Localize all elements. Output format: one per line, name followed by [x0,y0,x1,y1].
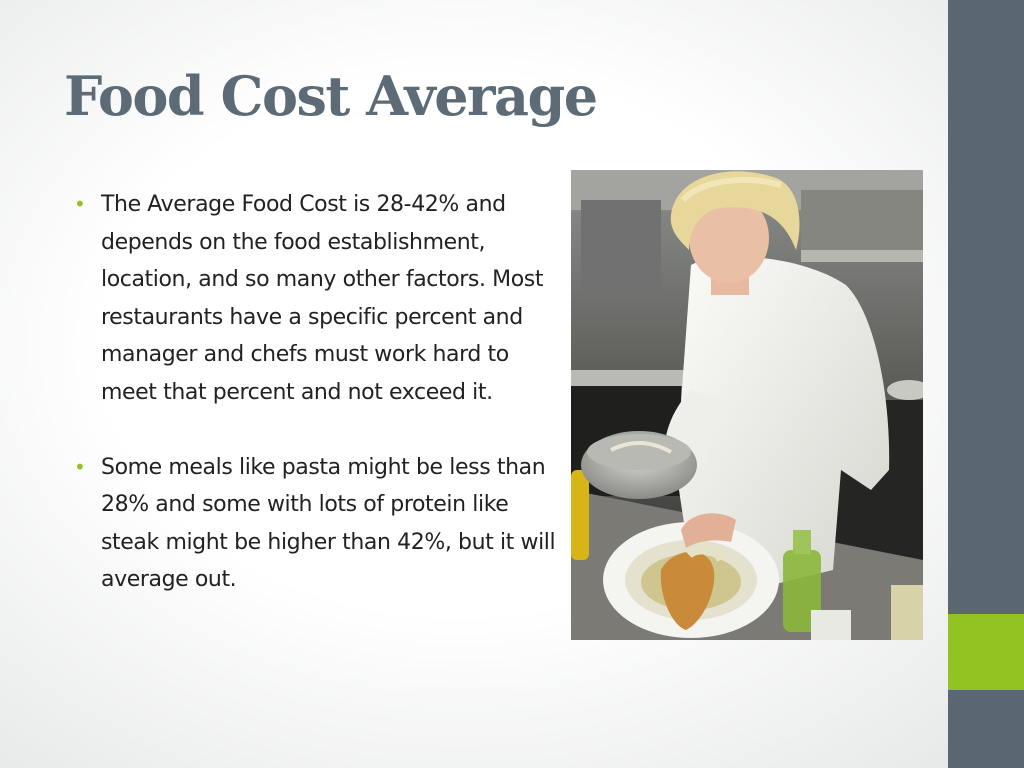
sidebar-accent-square [948,614,1024,690]
slide-title: Food Cost Average [64,64,598,128]
bullet-item: • Some meals like pasta might be less th… [74,449,564,599]
bullet-text: Some meals like pasta might be less than… [101,454,556,593]
bullet-dot-icon: • [74,454,86,479]
bullet-text: The Average Food Cost is 28-42% and depe… [101,192,544,405]
bullet-item: • The Average Food Cost is 28-42% and de… [74,186,564,412]
bullet-list: • The Average Food Cost is 28-42% and de… [74,186,564,636]
chef-plating-photo [571,170,923,640]
bullet-dot-icon: • [74,192,86,216]
